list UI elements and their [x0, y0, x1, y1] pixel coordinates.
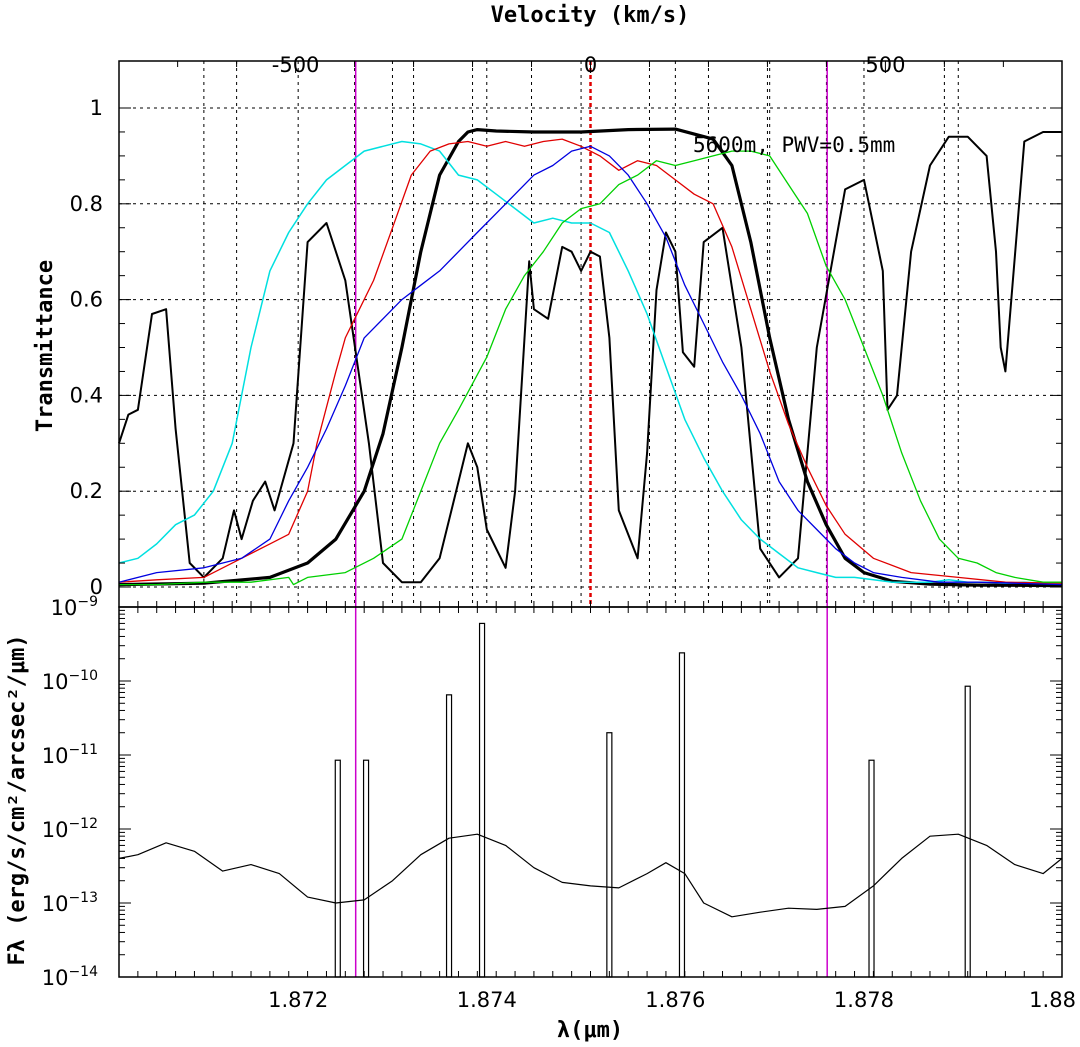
transmittance-series-2 [118, 127, 1063, 588]
bottom-panel-frame [118, 606, 1063, 978]
log-tick-label: 10−11 [42, 742, 98, 768]
emission-line-bar [334, 759, 341, 978]
emission-line-bar [478, 622, 486, 978]
emission-line-bar [964, 685, 971, 978]
x-tick-label: 1.876 [645, 988, 705, 1012]
velocity-tick-label: 500 [865, 53, 905, 77]
transmittance-series-6 [119, 150, 1062, 586]
y-tick-label: 0.2 [70, 479, 103, 503]
axis-ticks [118, 61, 1063, 978]
y-tick-label: 1 [90, 96, 103, 120]
bottom-y-axis-title: Fλ (erg/s/cm²/arcsec²/μm) [5, 634, 30, 965]
transmittance-series-5 [118, 145, 1063, 586]
emission-line-bar [606, 732, 613, 978]
emission-line-bar [678, 652, 686, 978]
bottom-x-axis-title: λ(μm) [557, 1018, 623, 1043]
top-y-axis-title: Transmittance [33, 260, 58, 432]
continuum-line [118, 833, 1063, 918]
continuum-curve [118, 833, 1063, 918]
x-tick-label: 1.88 [1029, 988, 1076, 1012]
y-tick-label: 0.4 [70, 383, 103, 407]
log-tick-label: 10−14 [42, 964, 98, 990]
velocity-tick-label: 0 [584, 53, 597, 77]
x-tick-label: 1.872 [268, 988, 328, 1012]
annotation: 5600m, PWV=0.5mm [693, 133, 895, 157]
tick-labels: 0 0.2 0.4 0.6 0.8 1 -500 0 500 1.872 1.874 1.876 1.8… [42, 53, 1076, 1012]
top-axis-title: Velocity (km/s) [491, 3, 690, 28]
transmittance-curves [118, 127, 1063, 588]
y-tick-label: 0 [90, 575, 103, 599]
transmittance-series-1 [118, 131, 1062, 584]
emission-line-bar [868, 759, 875, 978]
y-tick-label: 0.6 [70, 288, 103, 312]
velocity-tick-label: -500 [272, 53, 320, 77]
log-tick-label: 10−9 [51, 594, 98, 620]
transmittance-series-3 [118, 140, 1062, 584]
y-tick-label: 0.8 [70, 192, 103, 216]
log-tick-label: 10−13 [42, 890, 98, 916]
emission-line-bar [362, 759, 370, 978]
x-tick-label: 1.878 [834, 988, 894, 1012]
emission-lines [334, 622, 971, 978]
log-tick-label: 10−12 [42, 816, 98, 842]
emission-line-bar [445, 694, 453, 978]
log-tick-label: 10−10 [42, 668, 98, 694]
reference-lines [354, 61, 828, 977]
x-tick-label: 1.874 [457, 988, 517, 1012]
